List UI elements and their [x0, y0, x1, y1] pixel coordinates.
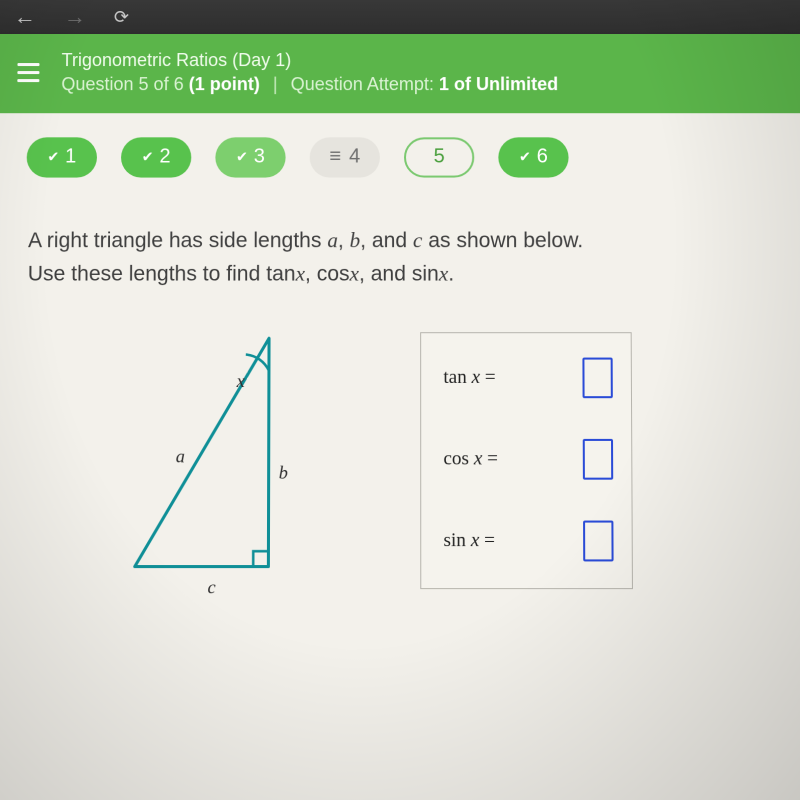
- pill-number: 6: [537, 145, 548, 168]
- question-pill-2[interactable]: ✔2: [121, 137, 191, 177]
- answer-panel: tan x = cos x = sin x =: [420, 332, 633, 589]
- prompt-line-1: A right triangle has side lengths a, b, …: [28, 224, 772, 258]
- label-x: x: [237, 370, 245, 391]
- forward-icon[interactable]: →: [64, 4, 86, 30]
- answer-input-sin[interactable]: [583, 520, 614, 561]
- check-icon: ✔: [142, 148, 154, 165]
- question-nav: ✔1 ✔2 ✔3 ≡4 5 ✔6: [0, 137, 800, 191]
- triangle-shape: [135, 338, 269, 566]
- question-number: Question 5 of 6: [61, 74, 183, 94]
- header-text: Trigonometric Ratios (Day 1) Question 5 …: [61, 48, 558, 97]
- pill-number: 5: [434, 145, 445, 168]
- back-icon[interactable]: ←: [14, 4, 36, 30]
- meta-separator: |: [273, 74, 278, 94]
- right-angle-mark: [253, 551, 268, 566]
- question-pill-6[interactable]: ✔6: [498, 137, 568, 177]
- current-icon: ≡: [329, 145, 339, 168]
- label-a: a: [176, 446, 185, 467]
- pill-number: 2: [159, 145, 170, 168]
- answer-row-tan: tan x =: [443, 357, 612, 398]
- attempt-value: 1 of Unlimited: [439, 74, 558, 94]
- answer-input-tan[interactable]: [582, 357, 612, 398]
- question-meta: Question 5 of 6 (1 point) | Question Att…: [61, 72, 558, 96]
- attempt-label: Question Attempt:: [291, 74, 434, 94]
- menu-icon[interactable]: [17, 63, 39, 82]
- check-icon: ✔: [47, 148, 59, 165]
- question-pill-5[interactable]: 5: [404, 137, 474, 177]
- check-icon: ✔: [519, 148, 531, 165]
- answer-label: sin x =: [443, 529, 494, 552]
- question-pill-1[interactable]: ✔1: [27, 137, 98, 177]
- prompt-line-2: Use these lengths to find tanx, cosx, an…: [28, 257, 773, 291]
- screenshot-root: ← → ⟳ Trigonometric Ratios (Day 1) Quest…: [0, 0, 800, 800]
- label-c: c: [208, 577, 216, 599]
- content-area: ✔1 ✔2 ✔3 ≡4 5 ✔6 A right triangle has si…: [0, 113, 800, 800]
- reload-icon[interactable]: ⟳: [114, 6, 129, 27]
- check-icon: ✔: [236, 148, 248, 165]
- assignment-title: Trigonometric Ratios (Day 1): [61, 48, 558, 72]
- triangle-figure: x a b c: [116, 332, 370, 628]
- assignment-header: Trigonometric Ratios (Day 1) Question 5 …: [0, 34, 800, 113]
- question-prompt: A right triangle has side lengths a, b, …: [0, 191, 800, 301]
- question-pill-4[interactable]: ≡4: [310, 137, 380, 177]
- answer-label: cos x =: [443, 448, 498, 470]
- angle-arc: [246, 354, 269, 370]
- browser-toolbar: ← → ⟳: [0, 0, 800, 34]
- answer-row-sin: sin x =: [443, 520, 613, 561]
- pill-number: 3: [254, 145, 265, 168]
- answer-input-cos[interactable]: [583, 439, 613, 480]
- answer-row-cos: cos x =: [443, 439, 613, 480]
- work-area: x a b c tan x = cos x = sin x =: [0, 301, 800, 627]
- question-points: (1 point): [189, 74, 260, 94]
- pill-number: 1: [65, 145, 76, 168]
- answer-label: tan x =: [443, 366, 495, 388]
- pill-number: 4: [349, 145, 360, 168]
- question-pill-3[interactable]: ✔3: [215, 137, 285, 177]
- label-b: b: [279, 462, 288, 483]
